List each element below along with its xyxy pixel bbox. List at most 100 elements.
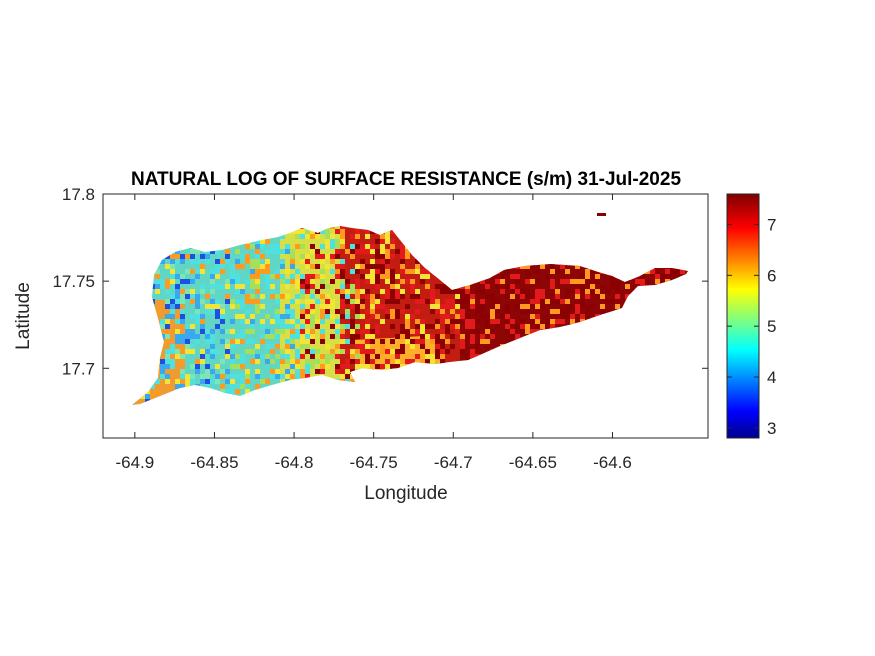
heatmap-cell: [225, 259, 230, 264]
colorbar-tick-label: 4: [767, 368, 776, 387]
heatmap-cell: [305, 344, 310, 349]
heatmap-cell: [175, 249, 180, 254]
heatmap-cell: [380, 259, 385, 264]
heatmap-cell: [175, 354, 180, 359]
heatmap-cell: [370, 349, 375, 354]
heatmap-cell: [535, 289, 540, 294]
heatmap-cell: [595, 294, 600, 299]
heatmap-cell: [515, 304, 520, 309]
heatmap-cell: [240, 334, 245, 339]
heatmap-cell: [470, 354, 475, 359]
heatmap-cell: [505, 294, 510, 299]
heatmap-cell: [580, 304, 585, 309]
heatmap-cell: [485, 344, 490, 349]
heatmap-cell: [260, 254, 265, 259]
heatmap-cell: [410, 329, 415, 334]
heatmap-cell: [180, 309, 185, 314]
heatmap-cell: [180, 259, 185, 264]
heatmap-cell: [360, 329, 365, 334]
heatmap-cell: [205, 384, 210, 389]
heatmap-cell: [230, 344, 235, 349]
heatmap-cell: [355, 249, 360, 254]
heatmap-cell: [240, 374, 245, 379]
heatmap-cell: [300, 244, 305, 249]
heatmap-cell: [480, 299, 485, 304]
heatmap-cell: [275, 309, 280, 314]
heatmap-cell: [180, 319, 185, 324]
heatmap-cell: [190, 299, 195, 304]
heatmap-cell: [525, 309, 530, 314]
heatmap-cell: [175, 284, 180, 289]
heatmap-cell: [500, 274, 505, 279]
heatmap-cell: [345, 364, 350, 369]
heatmap-cell: [490, 294, 495, 299]
heatmap-cell: [470, 294, 475, 299]
heatmap-cell: [420, 269, 425, 274]
heatmap-cell: [235, 304, 240, 309]
heatmap-cell: [535, 269, 540, 274]
heatmap-cell: [180, 279, 185, 284]
heatmap-cell: [305, 334, 310, 339]
heatmap-cell: [215, 249, 220, 254]
heatmap-cell: [180, 384, 185, 389]
heatmap-cell: [410, 294, 415, 299]
heatmap-cell: [305, 299, 310, 304]
heatmap-cell: [570, 319, 575, 324]
heatmap-cell: [305, 359, 310, 364]
heatmap-cell: [205, 339, 210, 344]
heatmap-cell: [440, 344, 445, 349]
heatmap-cell: [330, 349, 335, 354]
heatmap-cell: [215, 299, 220, 304]
heatmap-cell: [180, 369, 185, 374]
heatmap-cell: [290, 264, 295, 269]
heatmap-cell: [245, 379, 250, 384]
heatmap-cell: [440, 329, 445, 334]
heatmap-cell: [170, 264, 175, 269]
heatmap-cell: [585, 314, 590, 319]
heatmap-cell: [235, 384, 240, 389]
heatmap-cell: [215, 349, 220, 354]
heatmap-cell: [420, 334, 425, 339]
heatmap-cell: [270, 334, 275, 339]
heatmap-cell: [200, 349, 205, 354]
heatmap-cell: [625, 279, 630, 284]
heatmap-cell: [305, 279, 310, 284]
heatmap-cell: [180, 359, 185, 364]
heatmap-cell: [305, 339, 310, 344]
heatmap-cell: [200, 314, 205, 319]
heatmap-cell: [295, 364, 300, 369]
heatmap-cell: [330, 226, 335, 229]
heatmap-cell: [165, 379, 170, 384]
heatmap-cell: [420, 299, 425, 304]
heatmap-cell: [380, 239, 385, 244]
heatmap-cell: [270, 274, 275, 279]
heatmap-cell: [365, 354, 370, 359]
heatmap-cell: [300, 339, 305, 344]
heatmap-cell: [555, 299, 560, 304]
heatmap-cell: [280, 279, 285, 284]
heatmap-cell: [220, 314, 225, 319]
heatmap-cell: [390, 349, 395, 354]
heatmap-cell: [310, 339, 315, 344]
heatmap-cell: [510, 274, 515, 279]
heatmap-cell: [255, 284, 260, 289]
heatmap-cell: [165, 374, 170, 379]
heatmap-cell: [330, 244, 335, 249]
heatmap-cell: [490, 309, 495, 314]
heatmap-cell: [245, 369, 250, 374]
heatmap-cell: [180, 354, 185, 359]
heatmap-cell: [565, 304, 570, 309]
heatmap-cell: [310, 359, 315, 364]
heatmap-cell: [505, 329, 510, 334]
heatmap-cell: [250, 324, 255, 329]
heatmap-cell: [505, 304, 510, 309]
heatmap-cell: [485, 319, 490, 324]
heatmap-cell: [275, 319, 280, 324]
heatmap-cell: [460, 319, 465, 324]
heatmap-cell: [350, 269, 355, 274]
heatmap-cell: [185, 329, 190, 334]
heatmap-cell: [185, 294, 190, 299]
heatmap-cell: [300, 294, 305, 299]
heatmap-cell: [555, 294, 560, 299]
heatmap-cell: [165, 364, 170, 369]
